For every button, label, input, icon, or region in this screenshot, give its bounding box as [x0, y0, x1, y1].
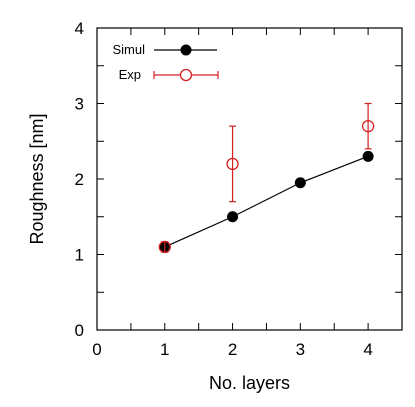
y-tick-label: 3 [75, 95, 84, 114]
plot-area [96, 27, 403, 331]
simul-point [362, 150, 374, 162]
exp-point [158, 240, 171, 254]
legend-marker-exp [179, 68, 193, 82]
x-tick-label: 1 [160, 340, 169, 359]
series-layer [158, 102, 375, 254]
legend-label-exp: Exp [119, 67, 141, 82]
y-tick-label: 2 [75, 170, 84, 189]
simul-line [164, 155, 369, 248]
simul-point [294, 177, 306, 189]
exp-point [361, 120, 375, 133]
legend: Simul Exp [112, 42, 219, 82]
x-tick-label: 2 [228, 340, 237, 359]
x-axis-label: No. layers [209, 373, 290, 393]
x-tick-label: 4 [363, 340, 372, 359]
tick-labels-group: 0 1 2 3 4 0 1 2 3 4 [75, 19, 373, 359]
exp-point [226, 157, 239, 171]
ticks-group [96, 27, 403, 331]
simul-point [227, 211, 239, 223]
y-tick-label: 1 [75, 246, 84, 265]
x-tick-label: 0 [92, 340, 101, 359]
legend-label-simul: Simul [112, 42, 145, 57]
y-tick-label: 0 [75, 321, 84, 340]
plot-frame [96, 27, 403, 331]
x-tick-label: 3 [296, 340, 305, 359]
y-tick-label: 4 [75, 19, 84, 38]
legend-marker-simul [180, 44, 192, 56]
y-axis-label: Roughness [nm] [27, 113, 47, 244]
